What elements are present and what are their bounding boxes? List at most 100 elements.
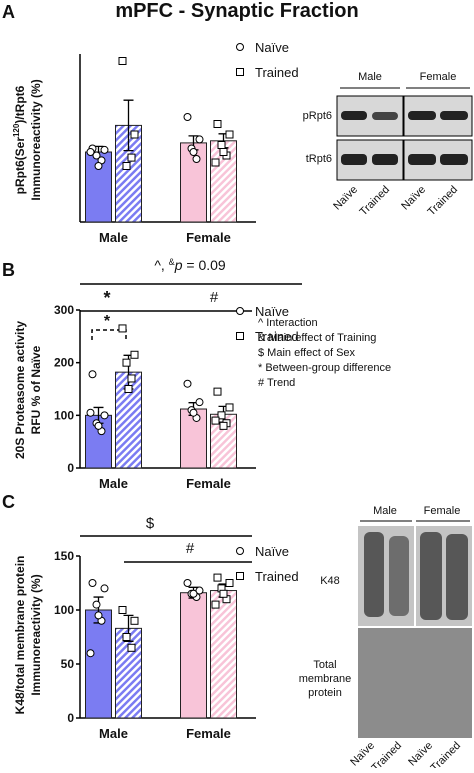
data-point xyxy=(183,113,192,121)
lane-label: Naïve xyxy=(331,184,360,213)
data-point xyxy=(195,586,204,595)
x-tick-label: Female xyxy=(186,230,231,245)
blot-image xyxy=(358,628,472,738)
blot-bands xyxy=(364,532,468,620)
blot-column: Female xyxy=(424,505,461,517)
x-tick-label: Male xyxy=(99,476,128,491)
error-bar xyxy=(123,99,134,152)
data-point xyxy=(127,643,136,652)
data-point xyxy=(130,350,139,359)
data-point xyxy=(86,649,95,658)
label-part: 20S Proteasome activity xyxy=(13,321,27,459)
data-point xyxy=(183,579,192,587)
data-point xyxy=(189,589,198,598)
blot-row: tRpt6 xyxy=(306,153,332,165)
bracket xyxy=(91,329,127,340)
data-point xyxy=(219,421,228,430)
data-point xyxy=(94,611,103,620)
figure-title: mPFC - Synaptic Fraction xyxy=(115,0,358,22)
y-tick-label: 100 xyxy=(54,408,74,422)
blot-column: Male xyxy=(358,71,382,83)
y-tick-label: 150 xyxy=(54,549,74,563)
blot-row: Total xyxy=(313,659,336,671)
y-tick-label: 0 xyxy=(67,461,74,475)
legend-label: Naïve xyxy=(255,544,289,559)
legend-label: Trained xyxy=(255,329,299,344)
sig-mark: # xyxy=(210,289,219,306)
blot-row: protein xyxy=(308,687,342,699)
blot-row: pRpt6 xyxy=(303,110,332,122)
data-point xyxy=(130,616,139,625)
data-point xyxy=(217,141,226,149)
data-point xyxy=(86,408,95,417)
data-point xyxy=(118,324,127,333)
key-item: & Main effect of Training xyxy=(258,332,376,344)
blot-column: Male xyxy=(373,505,397,517)
label-part: )/tRpt6 xyxy=(13,85,27,123)
data-point xyxy=(225,403,234,412)
data-point xyxy=(189,148,198,156)
data-point xyxy=(219,589,228,598)
data-point xyxy=(92,600,101,609)
legend-label: Naïve xyxy=(255,40,289,55)
data-point xyxy=(236,332,244,340)
x-tick-label: Female xyxy=(186,476,231,491)
y-tick-label: 100 xyxy=(54,603,74,617)
data-point xyxy=(86,148,95,156)
data-point xyxy=(189,408,198,417)
data-point xyxy=(225,579,234,587)
y-axis-label: RFU % of Naïve xyxy=(29,345,43,434)
blot-column: Female xyxy=(420,71,457,83)
data-point xyxy=(92,151,101,160)
data-point xyxy=(195,135,204,144)
data-point xyxy=(213,573,222,582)
data-point xyxy=(94,421,103,430)
data-point xyxy=(88,579,97,587)
blot-row: K48 xyxy=(320,575,340,587)
sig-mark: $ xyxy=(146,515,155,532)
sig-mark: * xyxy=(103,288,110,308)
label-part: RFU % of Naïve xyxy=(29,345,43,434)
data-point xyxy=(236,307,244,315)
data-point xyxy=(94,162,103,170)
bar xyxy=(115,627,142,719)
lane-label: Trained xyxy=(429,740,464,768)
data-point xyxy=(130,130,139,139)
panel-label: C xyxy=(2,492,15,512)
data-point xyxy=(236,68,244,76)
lane-label: Trained xyxy=(370,740,405,768)
x-tick-label: Female xyxy=(186,726,231,741)
bar xyxy=(180,592,207,719)
y-axis-label: Immunoreactivity (%) xyxy=(29,79,43,200)
data-point xyxy=(195,398,204,407)
label-part: ^, xyxy=(154,257,168,273)
data-point xyxy=(100,145,109,154)
legend-label: Trained xyxy=(255,569,299,584)
label-part: Immunoreactivity (%) xyxy=(29,79,43,200)
data-point xyxy=(236,43,244,51)
data-point xyxy=(211,158,220,167)
blot-row: membrane xyxy=(299,673,352,685)
bar xyxy=(85,609,112,719)
legend-label: Naïve xyxy=(255,304,289,319)
data-point xyxy=(183,379,192,388)
sig-mark: * xyxy=(104,313,111,330)
panel-label: A xyxy=(2,2,15,22)
lane-label: Trained xyxy=(426,184,461,219)
data-point xyxy=(213,120,222,128)
data-point xyxy=(127,374,136,383)
data-point xyxy=(213,387,222,396)
data-point xyxy=(118,57,127,65)
y-axis-label: 20S Proteasome activity xyxy=(13,321,27,459)
data-point xyxy=(100,584,109,593)
label-part: K48/total membrane protein xyxy=(13,556,27,715)
lane-label: Trained xyxy=(358,184,393,219)
data-point xyxy=(118,606,127,614)
label-part: = 0.09 xyxy=(182,257,225,273)
data-point xyxy=(236,547,244,555)
data-point xyxy=(217,411,226,420)
y-axis-label: K48/total membrane protein xyxy=(13,556,27,715)
data-point xyxy=(219,148,228,156)
y-tick-label: 200 xyxy=(54,356,74,370)
bar xyxy=(210,590,237,719)
